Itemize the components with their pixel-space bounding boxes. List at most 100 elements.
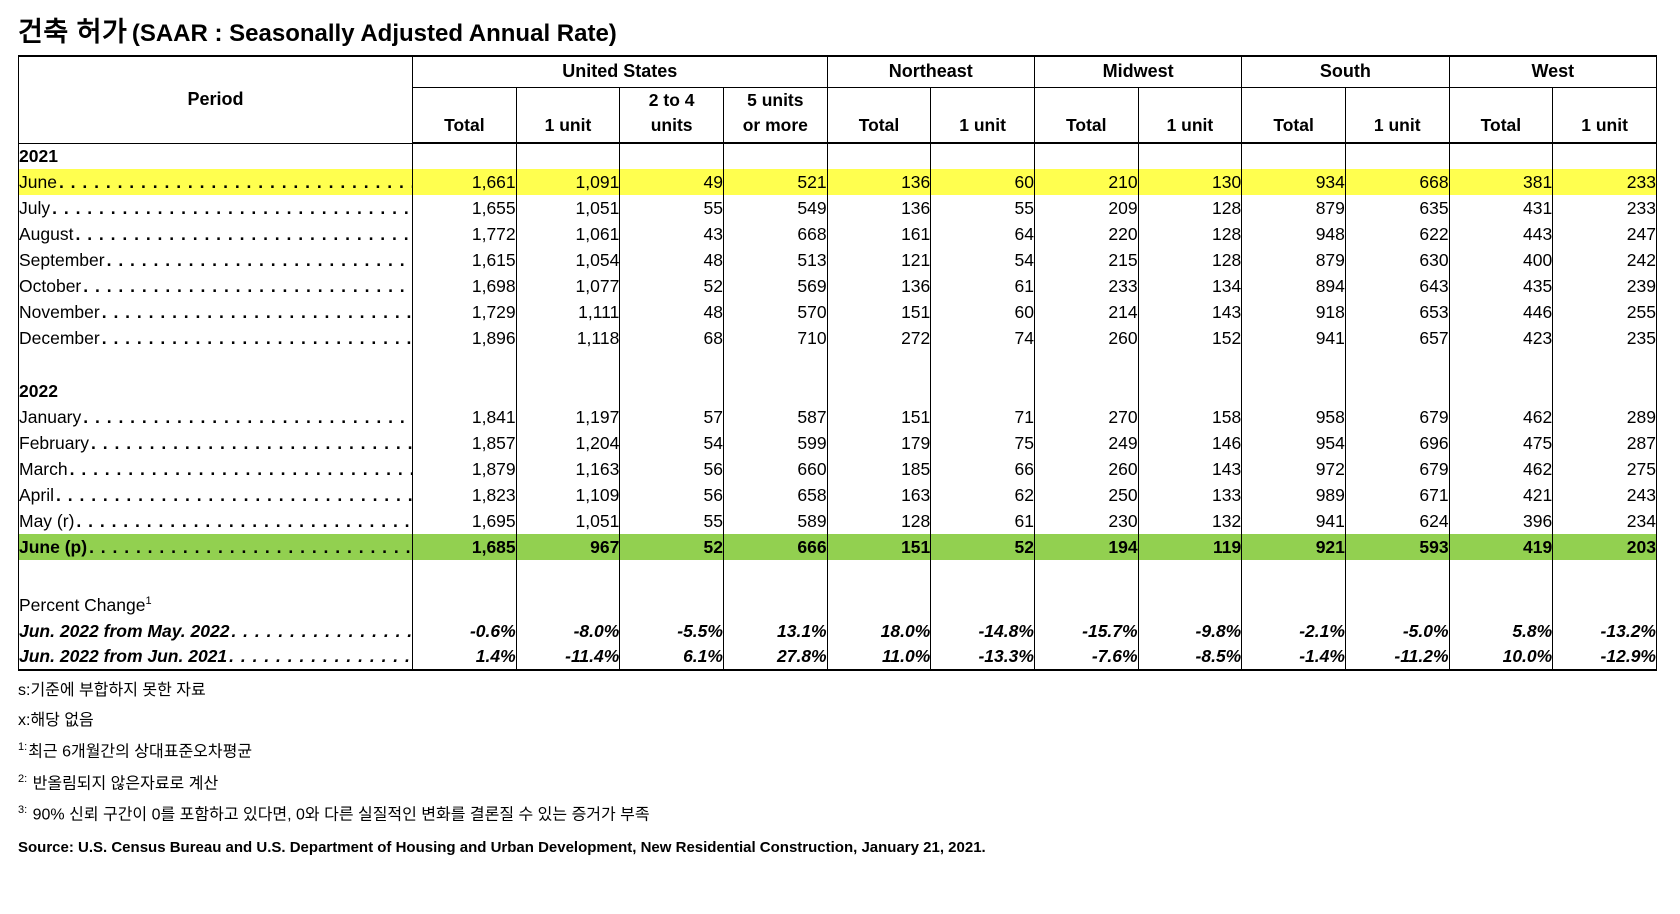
column-header-row: Total 1 unit 2 to 4 units 5 units or mor… xyxy=(19,87,1657,145)
value-cell: 381 xyxy=(1448,169,1554,196)
table-row: March1,8791,1635666018566260143972679462… xyxy=(18,456,1657,483)
value-cell: 918 xyxy=(1241,299,1346,326)
value-cell: 1,772 xyxy=(412,221,517,248)
table-row: Jun. 2022 from Jun. 20211.4%-11.4%6.1%27… xyxy=(18,644,1657,672)
value-cell: 272 xyxy=(826,325,932,352)
value-cell: 396 xyxy=(1448,508,1554,535)
value-cell xyxy=(1448,143,1554,170)
table-row: October1,6981,07752569136612331348946434… xyxy=(18,273,1657,300)
period-cell: September xyxy=(18,247,413,274)
dotted-leader xyxy=(107,250,412,271)
value-cell xyxy=(1137,378,1243,405)
value-cell: 210 xyxy=(1033,169,1139,196)
value-cell: 435 xyxy=(1448,273,1554,300)
value-cell: -5.0% xyxy=(1344,618,1450,645)
period-cell: October xyxy=(18,273,413,300)
table-row: 2021 xyxy=(18,143,1657,170)
value-cell: 549 xyxy=(722,195,828,222)
value-cell: -13.3% xyxy=(930,644,1035,672)
value-cell: 446 xyxy=(1448,299,1554,326)
value-cell: 570 xyxy=(722,299,828,326)
table-row: February1,8571,2045459917975249146954696… xyxy=(18,430,1657,457)
period-cell xyxy=(18,351,413,379)
value-cell: 62 xyxy=(930,482,1035,509)
value-cell xyxy=(1552,143,1657,170)
table-row: July1,6551,05155549136552091288796354312… xyxy=(18,195,1657,222)
dotted-leader xyxy=(91,433,411,454)
value-cell: 136 xyxy=(826,169,932,196)
value-cell: 128 xyxy=(1137,195,1243,222)
col-header-mw-1unit: 1 unit xyxy=(1137,87,1243,145)
value-cell: 462 xyxy=(1448,404,1554,431)
value-cell: 1,615 xyxy=(412,247,517,274)
value-cell: 242 xyxy=(1552,247,1657,274)
period-cell: May (r) xyxy=(18,508,413,535)
region-header-row: Period United States Northeast Midwest S… xyxy=(18,54,1658,144)
dotted-leader xyxy=(83,407,411,428)
region-header-northeast: Northeast xyxy=(826,55,1035,88)
col-header-ne-1unit: 1 unit xyxy=(930,87,1035,145)
value-cell xyxy=(515,143,621,170)
value-cell: 128 xyxy=(826,508,932,535)
value-cell: 1,841 xyxy=(412,404,517,431)
value-cell: 653 xyxy=(1344,299,1450,326)
value-cell: -11.4% xyxy=(515,644,621,672)
value-cell: -13.2% xyxy=(1552,618,1657,645)
value-cell: 54 xyxy=(619,430,724,457)
value-cell: -2.1% xyxy=(1241,618,1346,645)
value-cell: 10.0% xyxy=(1448,644,1554,672)
value-cell: 260 xyxy=(1033,456,1139,483)
value-cell: 593 xyxy=(1344,534,1450,561)
value-cell xyxy=(1344,351,1450,379)
value-cell: 52 xyxy=(930,534,1035,561)
value-cell: 151 xyxy=(826,404,932,431)
value-cell: 136 xyxy=(826,195,932,222)
value-cell: 52 xyxy=(619,273,724,300)
value-cell: 643 xyxy=(1344,273,1450,300)
dotted-leader xyxy=(89,537,411,558)
col-header-w-1unit: 1 unit xyxy=(1552,87,1657,145)
value-cell: 1,077 xyxy=(515,273,621,300)
col-header-w-total: Total xyxy=(1448,87,1554,145)
value-cell: 521 xyxy=(722,169,828,196)
value-cell: 1,061 xyxy=(515,221,621,248)
value-cell: 61 xyxy=(930,273,1035,300)
value-cell xyxy=(412,592,517,619)
title-korean: 건축 허가 xyxy=(18,17,128,47)
value-cell xyxy=(1448,592,1554,619)
period-cell: June (p) xyxy=(18,534,413,561)
table-row: December1,8961,1186871027274260152941657… xyxy=(18,325,1657,352)
value-cell: 163 xyxy=(826,482,932,509)
dotted-leader xyxy=(231,621,411,642)
value-cell: -5.5% xyxy=(619,618,724,645)
footnotes: s:기준에 부합하지 못한 자료 x:해당 없음 1:최근 6개월간의 상대표준… xyxy=(18,681,1680,856)
value-cell xyxy=(1241,560,1346,593)
value-cell: 679 xyxy=(1344,456,1450,483)
value-cell: 894 xyxy=(1241,273,1346,300)
value-cell: 989 xyxy=(1241,482,1346,509)
value-cell xyxy=(619,592,724,619)
value-cell: 179 xyxy=(826,430,932,457)
dotted-leader xyxy=(102,302,412,323)
value-cell xyxy=(930,592,1035,619)
value-cell: 55 xyxy=(930,195,1035,222)
table-row: Percent Change1 xyxy=(18,592,1657,619)
value-cell: 132 xyxy=(1137,508,1243,535)
value-cell: 1,111 xyxy=(515,299,621,326)
value-cell: 243 xyxy=(1552,482,1657,509)
value-cell: 214 xyxy=(1033,299,1139,326)
table-row: 2022 xyxy=(18,378,1657,405)
value-cell: 1,661 xyxy=(412,169,517,196)
period-cell: January xyxy=(18,404,413,431)
value-cell xyxy=(826,592,932,619)
value-cell xyxy=(515,351,621,379)
value-cell: 233 xyxy=(1552,195,1657,222)
value-cell: 1,118 xyxy=(515,325,621,352)
value-cell: 185 xyxy=(826,456,932,483)
value-cell: 56 xyxy=(619,456,724,483)
period-cell xyxy=(18,560,413,593)
value-cell xyxy=(619,351,724,379)
value-cell: 958 xyxy=(1241,404,1346,431)
value-cell: 275 xyxy=(1552,456,1657,483)
title-english: (SAAR : Seasonally Adjusted Annual Rate) xyxy=(131,20,617,47)
